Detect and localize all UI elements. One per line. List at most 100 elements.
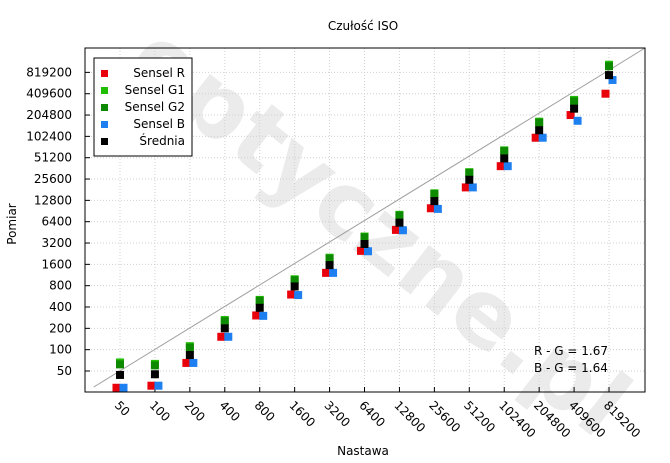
point-sensel-r: [322, 268, 331, 277]
point-sensel-g2: [360, 233, 369, 242]
point-sensel-r: [112, 383, 121, 392]
point-sensel-g2: [325, 254, 334, 263]
legend-label: Sensel R: [133, 66, 185, 80]
point-sensel-b: [224, 332, 233, 341]
plot-frame: [84, 47, 646, 393]
point-średnia: [430, 197, 439, 206]
point-sensel-r: [217, 332, 226, 341]
point-sensel-g2: [255, 296, 264, 305]
point-sensel-b: [294, 291, 303, 300]
point-sensel-g2: [185, 343, 194, 352]
y-tick-label: 800: [49, 279, 72, 293]
point-sensel-b: [398, 226, 407, 235]
point-średnia: [570, 104, 579, 113]
point-sensel-r: [287, 290, 296, 299]
grid-lines: [85, 48, 645, 392]
x-tick-label: 3200: [321, 398, 352, 429]
y-tick-label: 409600: [26, 87, 72, 101]
legend-label: Sensel G2: [125, 100, 185, 114]
point-średnia: [535, 126, 544, 135]
y-tick-labels: 50 100 200 400 800 1600 3200 6400 12800 25600 5120…: [26, 65, 72, 378]
legend-label: Średnia: [139, 133, 185, 148]
legend-label: Sensel B: [133, 117, 185, 131]
y-tick-label: 400: [49, 300, 72, 314]
point-sensel-r: [566, 111, 575, 120]
y-tick-label: 204800: [26, 108, 72, 122]
point-sensel-b: [503, 162, 512, 171]
point-sensel-r: [601, 89, 610, 98]
legend: Sensel R Sensel G1 Sensel G2 Sensel B Średni…: [93, 57, 193, 157]
point-średnia: [395, 218, 404, 227]
point-sensel-b: [468, 183, 477, 192]
point-sensel-b: [154, 381, 163, 390]
y-tick-label: 102400: [26, 129, 72, 143]
x-tick-label: 6400: [356, 398, 387, 429]
point-sensel-r: [182, 358, 191, 367]
point-sensel-r: [531, 133, 540, 142]
point-średnia: [360, 239, 369, 248]
point-średnia: [465, 175, 474, 184]
annotation-b-g: B - G = 1.64: [534, 361, 608, 375]
point-średnia: [605, 71, 614, 80]
point-sensel-b: [259, 311, 268, 320]
legend-box: [93, 57, 193, 157]
point-średnia: [116, 370, 124, 379]
point-średnia: [185, 351, 194, 360]
point-sensel-g2: [535, 118, 544, 127]
point-sensel-r: [426, 204, 435, 213]
point-średnia: [150, 370, 159, 379]
point-sensel-g2: [116, 360, 124, 369]
reference-diagonal: [93, 47, 646, 388]
x-tick-label: 100: [147, 398, 173, 424]
data-points: [112, 60, 617, 392]
point-średnia: [325, 261, 334, 270]
point-sensel-r: [461, 183, 470, 192]
point-sensel-g2: [220, 317, 229, 326]
legend-swatch: [101, 70, 108, 77]
legend-swatch: [101, 87, 108, 94]
point-sensel-g2: [430, 190, 439, 199]
y-tick-label: 3200: [41, 236, 72, 250]
x-tick-label: 200: [182, 398, 208, 424]
point-średnia: [500, 154, 509, 163]
chart-title: Czułość ISO: [328, 19, 398, 33]
y-tick-label: 25600: [34, 172, 72, 186]
y-tick-label: 1600: [41, 257, 72, 271]
legend-swatch: [101, 121, 108, 128]
y-axis-label: Pomiar: [5, 203, 19, 245]
point-sensel-r: [252, 311, 261, 320]
point-sensel-b: [119, 383, 128, 392]
x-tick-label: 51200: [461, 398, 498, 435]
point-sensel-g2: [395, 211, 404, 220]
x-tick-label: 800: [252, 398, 278, 424]
annotation-r-g: R - G = 1.67: [534, 344, 608, 358]
point-sensel-b: [364, 247, 373, 256]
point-średnia: [220, 324, 229, 333]
point-sensel-g2: [150, 361, 159, 370]
legend-swatch: [101, 138, 108, 145]
point-średnia: [290, 282, 299, 291]
point-sensel-b: [189, 358, 198, 367]
y-tick-label: 12800: [34, 193, 72, 207]
point-sensel-b: [573, 116, 582, 125]
y-tick-label: 100: [49, 343, 72, 357]
point-sensel-g2: [500, 147, 509, 156]
y-tick-label: 819200: [26, 65, 72, 79]
point-średnia: [255, 303, 264, 312]
point-sensel-b: [538, 133, 547, 142]
x-axis-label: Nastawa: [337, 444, 389, 458]
x-tick-label: 12800: [391, 398, 428, 435]
x-tick-label: 1600: [287, 398, 318, 429]
point-sensel-r: [357, 246, 366, 255]
point-sensel-r: [391, 225, 400, 234]
y-tick-label: 51200: [34, 151, 72, 165]
x-tick-label: 25600: [426, 398, 463, 435]
legend-label: Sensel G1: [125, 83, 185, 97]
x-tick-label: 400: [217, 398, 243, 424]
point-sensel-b: [608, 75, 617, 84]
point-sensel-g2: [465, 168, 474, 177]
y-tick-label: 50: [57, 364, 72, 378]
y-tick-label: 200: [49, 321, 72, 335]
y-tick-label: 6400: [41, 215, 72, 229]
